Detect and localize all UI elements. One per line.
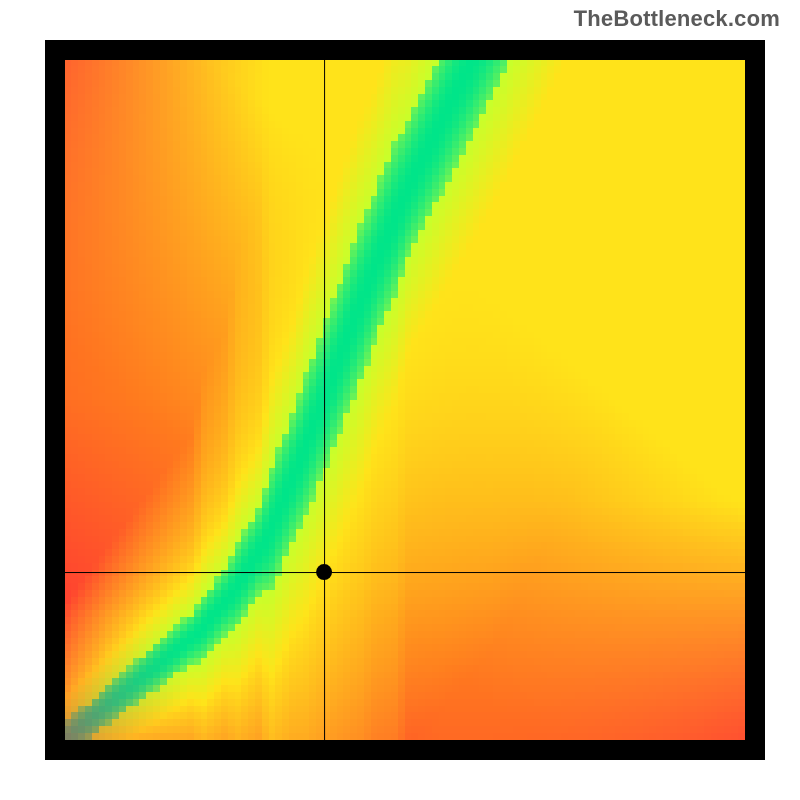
page-container: TheBottleneck.com <box>0 0 800 800</box>
heatmap-outer-frame <box>45 40 765 760</box>
crosshair-overlay <box>65 60 745 740</box>
watermark: TheBottleneck.com <box>574 6 780 32</box>
